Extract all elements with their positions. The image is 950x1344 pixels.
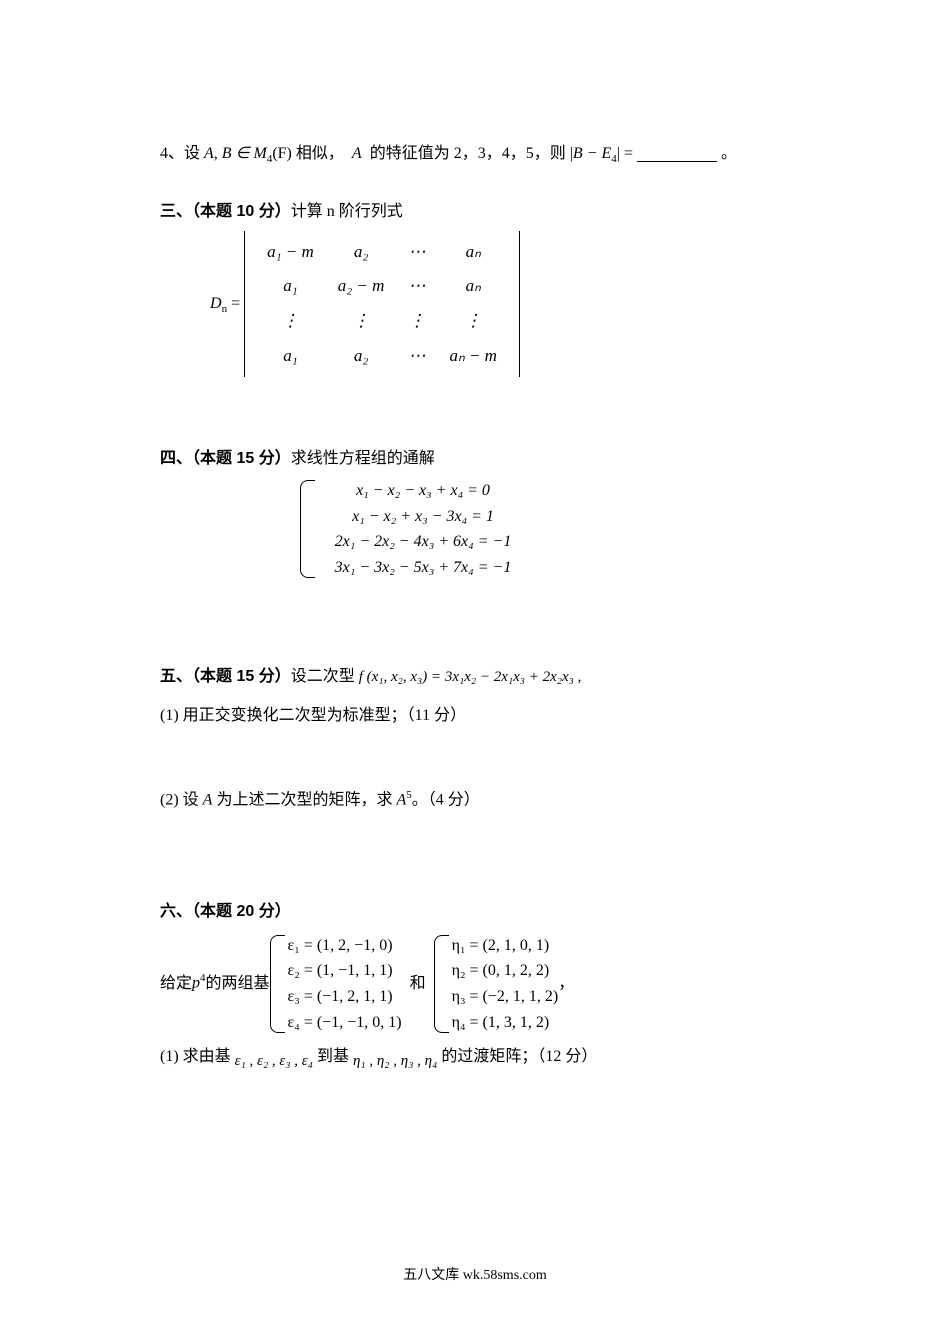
blank-answer-line <box>637 147 717 162</box>
vec-row: η₄ = (1, 3, 1, 2) <box>452 1010 559 1036</box>
det-row: a₁ − ma₂⋯aₙ <box>255 235 509 270</box>
p6-sub1: (1) 求由基 ε₁ , ε₂ , ε₃ , ε₄ 到基 η₁ , η₂ , η… <box>160 1043 790 1075</box>
spacer <box>160 608 790 663</box>
psys-header: 四、（本题 15 分）求线性方程组的通解 <box>160 445 790 474</box>
p5-sub1: (1) 用正交变换化二次型为标准型；（11 分） <box>160 702 790 731</box>
vec-row: ε₃ = (−1, 2, 1, 1) <box>288 984 402 1010</box>
page-footer: 五八文库 wk.58sms.com <box>0 1264 950 1284</box>
spacer <box>160 405 790 445</box>
spacer <box>160 731 790 786</box>
basis-eps: ε₁ = (1, 2, −1, 0) ε₂ = (1, −1, 1, 1) ε₃… <box>270 933 402 1035</box>
p5-header: 五、（本题 15 分）设二次型 f (x₁, x₂, x₃) = 3x₁x₂ −… <box>160 663 790 692</box>
vec-row: ε₄ = (−1, −1, 0, 1) <box>288 1010 402 1036</box>
determinant-block: a₁ − ma₂⋯aₙ a₁a₂ − m⋯aₙ ⋮⋮⋮⋮ a₁a₂⋯aₙ − m <box>244 231 520 377</box>
p6-basis-line: 给定 p4 的两组基 ε₁ = (1, 2, −1, 0) ε₂ = (1, −… <box>160 933 790 1035</box>
eq-row: 3x₁ − 3x₂ − 5x₃ + 7x₄ = −1 <box>318 555 528 581</box>
vec-row: ε₁ = (1, 2, −1, 0) <box>288 933 402 959</box>
p4-set: A, B ∈ M4(F) <box>204 145 296 162</box>
det-table: a₁ − ma₂⋯aₙ a₁a₂ − m⋯aₙ ⋮⋮⋮⋮ a₁a₂⋯aₙ − m <box>255 235 509 373</box>
p4-prefix: 4、设 <box>160 145 204 162</box>
brace-block: x₁ − x₂ − x₃ + x₄ = 0 x₁ − x₂ + x₃ − 3x₄… <box>300 478 528 580</box>
p3-determinant: Dn = a₁ − ma₂⋯aₙ a₁a₂ − m⋯aₙ ⋮⋮⋮⋮ a₁a₂⋯a… <box>210 231 790 377</box>
equation-system: x₁ − x₂ − x₃ + x₄ = 0 x₁ − x₂ + x₃ − 3x₄… <box>300 478 790 580</box>
problem-3: 三、（本题 10 分）计算 n 阶行列式 Dn = a₁ − ma₂⋯aₙ a₁… <box>160 198 790 377</box>
det-row: a₁a₂ − m⋯aₙ <box>255 269 509 304</box>
vec-row: ε₂ = (1, −1, 1, 1) <box>288 958 402 984</box>
p5-fexpr: f (x₁, x₂, x₃) = 3x₁x₂ − 2x₁x₃ + 2x₂x₃ , <box>359 669 582 685</box>
page: 4、设 A, B ∈ M4(F) 相似， A 的特征值为 2，3，4，5，则 |… <box>0 0 950 1075</box>
problem-6: 六、（本题 20 分） 给定 p4 的两组基 ε₁ = (1, 2, −1, 0… <box>160 898 790 1075</box>
p4-tail: 。 <box>721 145 737 162</box>
vec-row: η₃ = (−2, 1, 1, 2) <box>452 984 559 1010</box>
vec-row: η₁ = (2, 1, 0, 1) <box>452 933 559 959</box>
p5-sub2: (2) 设 A 为上述二次型的矩阵，求 A5。（4 分） <box>160 786 790 815</box>
eq-row: x₁ − x₂ + x₃ − 3x₄ = 1 <box>318 504 528 530</box>
problem-4sys: 四、（本题 15 分）求线性方程组的通解 x₁ − x₂ − x₃ + x₄ =… <box>160 445 790 580</box>
problem-4: 4、设 A, B ∈ M4(F) 相似， A 的特征值为 2，3，4，5，则 |… <box>160 140 790 170</box>
det-row: ⋮⋮⋮⋮ <box>255 304 509 339</box>
p4-det: |B − E4| = <box>570 145 637 162</box>
eq-row: 2x₁ − 2x₂ − 4x₃ + 6x₄ = −1 <box>318 529 528 555</box>
vec-row: η₂ = (0, 1, 2, 2) <box>452 958 559 984</box>
det-row: a₁a₂⋯aₙ − m <box>255 339 509 374</box>
spacer <box>160 843 790 898</box>
problem-5: 五、（本题 15 分）设二次型 f (x₁, x₂, x₃) = 3x₁x₂ −… <box>160 663 790 815</box>
basis-eta: η₁ = (2, 1, 0, 1) η₂ = (0, 1, 2, 2) η₃ =… <box>434 933 559 1035</box>
p4-mid1: 相似， <box>296 145 344 162</box>
p3-header: 三、（本题 10 分）计算 n 阶行列式 <box>160 198 790 227</box>
p4-A: A <box>348 145 366 162</box>
eq-row: x₁ − x₂ − x₃ + x₄ = 0 <box>318 478 528 504</box>
p4-mid2: 的特征值为 2，3，4，5，则 <box>370 145 566 162</box>
p6-header: 六、（本题 20 分） <box>160 898 790 927</box>
